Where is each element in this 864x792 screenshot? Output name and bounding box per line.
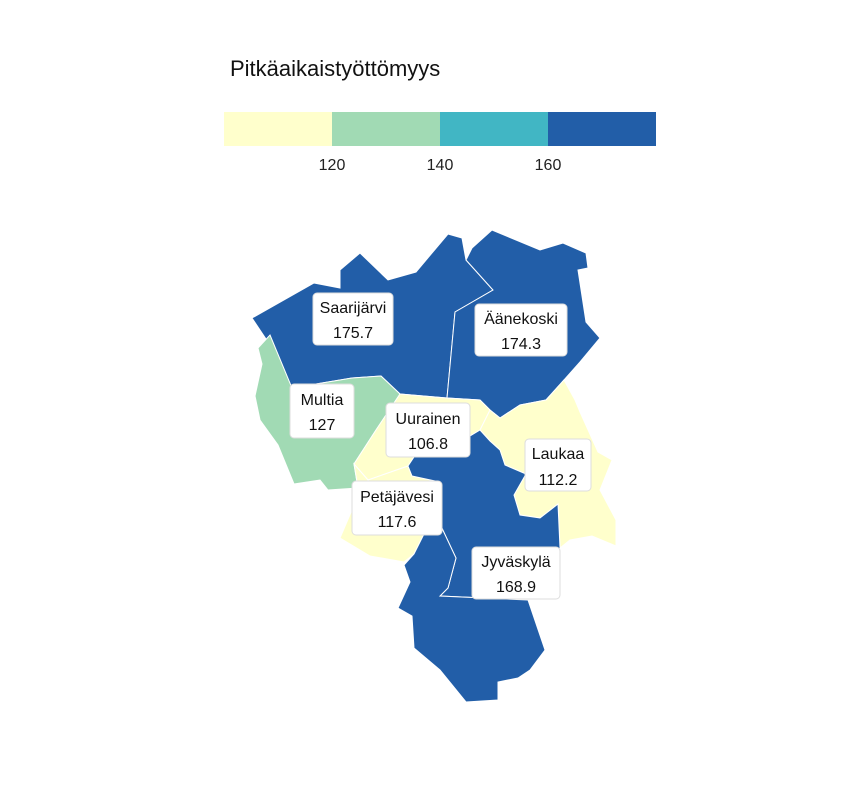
label-name-saarijarvi: Saarijärvi	[320, 300, 387, 317]
label-box-laukaa	[524, 438, 592, 492]
label-value-laukaa: 112.2	[539, 472, 578, 489]
legend-ticks: 120 140 160	[319, 157, 562, 174]
label-name-jyvaskyla: Jyväskylä	[481, 554, 550, 571]
label-value-aanekoski: 174.3	[501, 336, 541, 353]
label-saarijarvi: Saarijärvi 175.7	[312, 292, 394, 346]
label-name-uurainen: Uurainen	[396, 411, 461, 428]
label-name-laukaa: Laukaa	[532, 446, 585, 463]
label-uurainen: Uurainen 106.8	[385, 402, 471, 458]
region-labels: Saarijärvi 175.7 Äänekoski 174.3 Multia …	[289, 292, 592, 600]
label-box-uurainen	[385, 402, 471, 458]
label-value-jyvaskyla: 168.9	[496, 579, 536, 596]
legend-tick-160: 160	[535, 157, 562, 174]
label-box-multia	[289, 383, 355, 439]
label-value-multia: 127	[309, 417, 336, 434]
label-box-saarijarvi	[312, 292, 394, 346]
legend-tick-120: 120	[319, 157, 346, 174]
label-box-petajavesi	[351, 480, 443, 536]
label-name-petajavesi: Petäjävesi	[360, 489, 434, 506]
label-name-multia: Multia	[301, 392, 344, 409]
label-multia: Multia 127	[289, 383, 355, 439]
legend-title: Pitkäaikaistyöttömyys	[230, 56, 441, 81]
label-name-aanekoski: Äänekoski	[484, 310, 558, 328]
legend-bin-3	[440, 112, 548, 146]
label-jyvaskyla: Jyväskylä 168.9	[471, 546, 561, 600]
label-laukaa: Laukaa 112.2	[524, 438, 592, 492]
label-box-aanekoski	[474, 303, 568, 357]
legend-tick-140: 140	[427, 157, 454, 174]
label-value-uurainen: 106.8	[408, 436, 448, 453]
label-aanekoski: Äänekoski 174.3	[474, 303, 568, 357]
label-value-saarijarvi: 175.7	[333, 325, 373, 342]
legend-bin-1	[224, 112, 332, 146]
label-value-petajavesi: 117.6	[378, 514, 417, 531]
region-jyvaskyla-south[interactable]	[397, 523, 546, 703]
legend-colorbar	[224, 112, 656, 146]
label-petajavesi: Petäjävesi 117.6	[351, 480, 443, 536]
legend-bin-4	[548, 112, 656, 146]
label-box-jyvaskyla	[471, 546, 561, 600]
legend-bin-2	[332, 112, 440, 146]
